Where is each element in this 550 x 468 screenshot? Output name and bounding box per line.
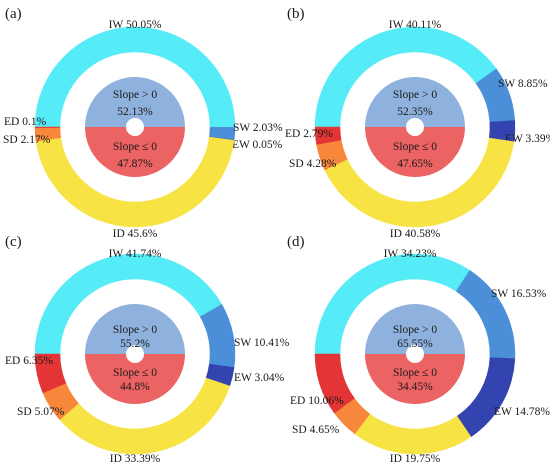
inner-label-slope-nonpositive: Slope ≤ 0 <box>113 141 157 153</box>
chart-panel-d: (d) IW 34.23% SW 16.53% EW 14.78% ID 19.75% S… <box>287 234 550 465</box>
inner-value-slope-positive: 65.55% <box>397 338 433 350</box>
center-hole <box>406 345 424 363</box>
panel-label: (c) <box>5 234 22 250</box>
chart-panel-b: (b) IW 40.11% SW 8.85% EW 3.39% ID 40.58% SD … <box>285 6 550 240</box>
outer-slice-iw <box>34 253 223 355</box>
outer-label-ew: EW 14.78% <box>494 406 550 418</box>
outer-label-id: ID 19.75% <box>390 453 441 465</box>
outer-slice-sw <box>199 304 236 368</box>
outer-slice-sw <box>455 270 516 360</box>
outer-label-sd: SD 5.07% <box>17 406 65 418</box>
outer-slice-iw <box>314 26 497 128</box>
chart-panel-c: (c) IW 41.74% SW 10.41% EW 3.04% ID 33.39% SD… <box>5 234 290 465</box>
outer-slice-id <box>354 413 472 455</box>
inner-value-slope-positive: 52.35% <box>397 106 433 118</box>
inner-slice-slope-nonpositive <box>85 354 185 404</box>
outer-slice-ed <box>314 353 355 414</box>
outer-label-iw: IW 50.05% <box>109 19 162 31</box>
outer-slice-ed <box>34 353 67 394</box>
center-hole <box>406 118 424 136</box>
outer-label-ed: ED 2.79% <box>285 128 333 140</box>
outer-label-sd: SD 4.28% <box>289 158 337 170</box>
outer-slice-ew <box>456 357 516 438</box>
outer-label-sw: SW 2.03% <box>233 122 283 134</box>
outer-label-iw: IW 34.23% <box>384 248 437 260</box>
inner-slice-slope-nonpositive <box>365 354 465 404</box>
inner-slice-slope-nonpositive <box>85 127 185 177</box>
center-hole <box>126 118 144 136</box>
outer-slice-id <box>324 137 515 228</box>
outer-label-sw: SW 8.85% <box>498 78 548 90</box>
inner-value-slope-nonpositive: 47.87% <box>117 158 153 170</box>
outer-label-sw: SW 10.41% <box>234 337 290 349</box>
inner-label-slope-nonpositive: Slope ≤ 0 <box>113 367 157 379</box>
chart-panel-a: (a) IW 50.05% SW 2.03% EW 0.05% ID 45.6% SD 2… <box>3 6 283 240</box>
inner-value-slope-positive: 55.2% <box>120 338 150 350</box>
inner-slice-slope-positive <box>85 77 185 127</box>
panel-label: (a) <box>5 6 22 22</box>
inner-label-slope-nonpositive: Slope ≤ 0 <box>393 367 437 379</box>
inner-label-slope-nonpositive: Slope ≤ 0 <box>393 141 437 153</box>
outer-label-id: ID 40.58% <box>390 228 441 240</box>
outer-label-ew: EW 3.39% <box>505 133 550 145</box>
outer-label-sd: SD 4.65% <box>292 424 340 436</box>
outer-label-sd: SD 2.17% <box>3 134 51 146</box>
inner-slice-slope-positive <box>85 304 185 354</box>
outer-label-ed: ED 10.06% <box>290 395 344 407</box>
outer-label-ed: ED 0.1% <box>4 116 47 128</box>
inner-label-slope-positive: Slope > 0 <box>393 324 437 336</box>
outer-slice-ed <box>34 126 61 128</box>
inner-slice-slope-positive <box>365 77 465 127</box>
inner-value-slope-nonpositive: 44.8% <box>120 381 150 393</box>
panel-label: (b) <box>287 6 305 22</box>
outer-label-id: ID 45.6% <box>113 228 158 240</box>
inner-label-slope-positive: Slope > 0 <box>113 89 157 101</box>
inner-value-slope-positive: 52.13% <box>117 106 153 118</box>
inner-value-slope-nonpositive: 34.45% <box>397 381 433 393</box>
center-hole <box>126 345 144 363</box>
inner-slice-slope-positive <box>365 304 465 354</box>
outer-label-ew: EW 3.04% <box>234 372 285 384</box>
outer-label-ew: EW 0.05% <box>232 139 283 151</box>
inner-value-slope-nonpositive: 47.65% <box>397 158 433 170</box>
outer-label-ed: ED 6.35% <box>5 355 53 367</box>
inner-label-slope-positive: Slope > 0 <box>113 324 157 336</box>
inner-label-slope-positive: Slope > 0 <box>393 89 437 101</box>
outer-slice-ed <box>314 126 342 145</box>
outer-label-sw: SW 16.53% <box>491 288 547 300</box>
outer-slice-id <box>35 136 235 228</box>
inner-slice-slope-nonpositive <box>365 127 465 177</box>
outer-label-id: ID 33.39% <box>110 453 161 465</box>
outer-label-iw: IW 41.74% <box>109 248 162 260</box>
panel-label: (d) <box>287 234 305 250</box>
outer-label-iw: IW 40.11% <box>389 19 442 31</box>
